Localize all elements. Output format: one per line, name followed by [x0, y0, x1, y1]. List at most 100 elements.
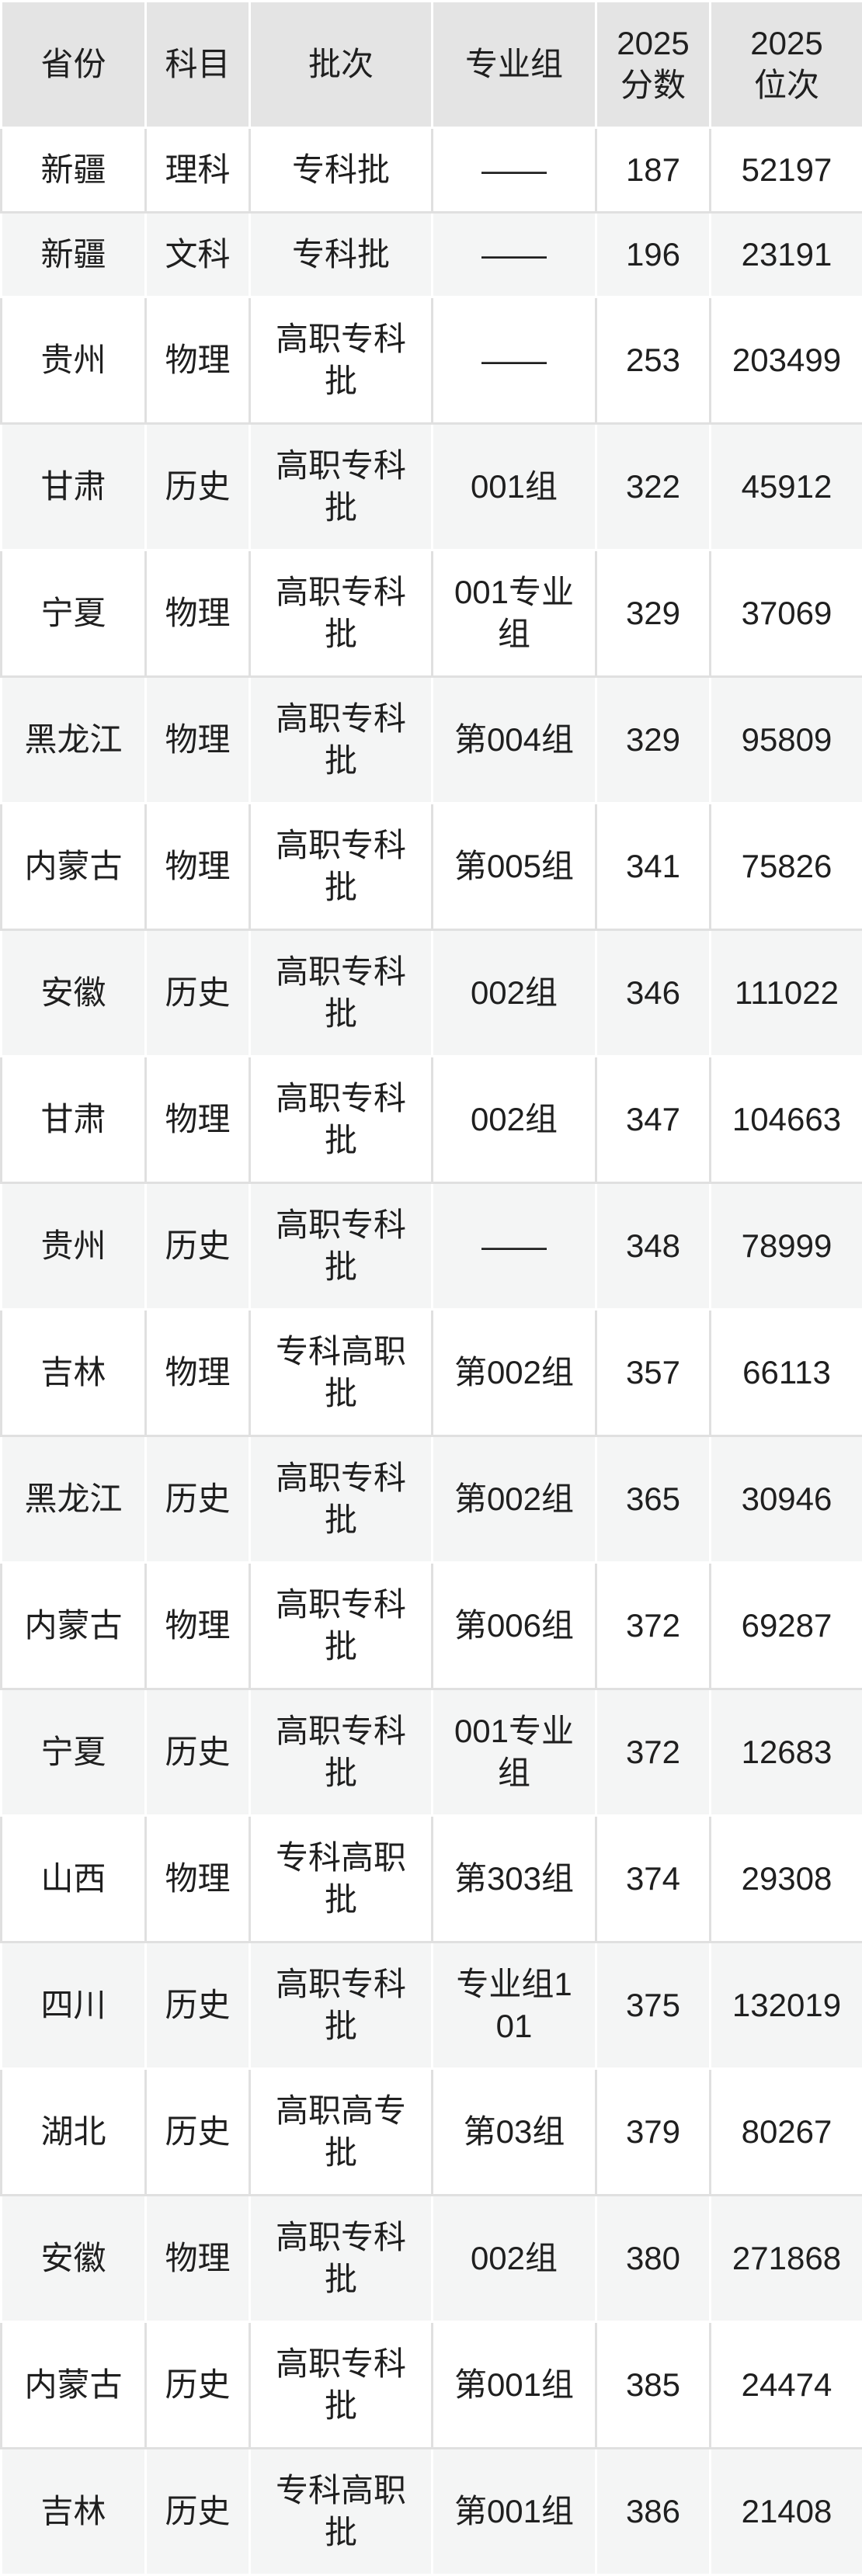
cell-score: 372 [596, 1563, 711, 1689]
cell-score: 329 [596, 550, 711, 677]
cell-rank: 271868 [711, 2196, 862, 2322]
cell-batch: 高职专科批 [250, 1436, 433, 1563]
cell-province: 宁夏 [2, 1689, 146, 1816]
cell-subject: 物理 [146, 550, 250, 677]
column-header-subject-line: 科目 [158, 43, 238, 85]
cell-province: 黑龙江 [2, 677, 146, 804]
cell-rank: 203499 [711, 297, 862, 424]
cell-province: 内蒙古 [2, 2322, 146, 2449]
cell-rank: 45912 [711, 424, 862, 550]
cell-group: —— [433, 1183, 596, 1310]
cell-province: 吉林 [2, 1310, 146, 1436]
cell-rank: 21408 [711, 2449, 862, 2575]
cell-score: 385 [596, 2322, 711, 2449]
cell-batch: 高职专科批 [250, 1057, 433, 1183]
cell-province: 吉林 [2, 2449, 146, 2575]
cell-score: 346 [596, 930, 711, 1057]
column-header-group: 专业组 [433, 2, 596, 128]
cell-score: 187 [596, 128, 711, 213]
cell-score: 380 [596, 2196, 711, 2322]
cell-subject: 历史 [146, 2322, 250, 2449]
cell-subject: 物理 [146, 677, 250, 804]
cell-subject: 历史 [146, 1183, 250, 1310]
cell-score: 372 [596, 1689, 711, 1816]
cell-subject: 物理 [146, 804, 250, 930]
column-header-subject: 科目 [146, 2, 250, 128]
cell-rank: 37069 [711, 550, 862, 677]
cell-rank: 78999 [711, 1183, 862, 1310]
cell-batch: 专科高职批 [250, 2449, 433, 2575]
cell-rank: 24474 [711, 2322, 862, 2449]
cell-score: 341 [596, 804, 711, 930]
cell-subject: 物理 [146, 1057, 250, 1183]
cell-group: 第001组 [433, 2449, 596, 2575]
column-header-province: 省份 [2, 2, 146, 128]
cell-batch: 专科高职批 [250, 1310, 433, 1436]
cell-subject: 物理 [146, 297, 250, 424]
cell-province: 内蒙古 [2, 1563, 146, 1689]
cell-score: 365 [596, 1436, 711, 1563]
cell-batch: 高职专科批 [250, 1942, 433, 2069]
cell-batch: 高职专科批 [250, 930, 433, 1057]
cell-province: 甘肃 [2, 424, 146, 550]
cell-subject: 物理 [146, 1816, 250, 1942]
cell-province: 新疆 [2, 213, 146, 297]
cell-group: 001专业组 [433, 1689, 596, 1816]
cell-subject: 历史 [146, 2449, 250, 2575]
cell-rank: 132019 [711, 1942, 862, 2069]
cell-score: 253 [596, 297, 711, 424]
cell-subject: 历史 [146, 424, 250, 550]
cell-score: 196 [596, 213, 711, 297]
cell-province: 黑龙江 [2, 1436, 146, 1563]
cell-score: 322 [596, 424, 711, 550]
column-header-rank-line: 2025 [722, 23, 851, 64]
cell-group: 第005组 [433, 804, 596, 930]
cell-province: 安徽 [2, 930, 146, 1057]
cell-batch: 专科批 [250, 213, 433, 297]
cell-subject: 历史 [146, 1436, 250, 1563]
cell-subject: 历史 [146, 930, 250, 1057]
column-header-score-line: 分数 [608, 64, 698, 106]
cell-subject: 物理 [146, 1310, 250, 1436]
cell-province: 甘肃 [2, 1057, 146, 1183]
column-header-group-line: 专业组 [444, 43, 584, 85]
cell-group: 专业组101 [433, 1942, 596, 2069]
cell-batch: 高职专科批 [250, 297, 433, 424]
cell-subject: 文科 [146, 213, 250, 297]
cell-group: 002组 [433, 1057, 596, 1183]
cell-province: 新疆 [2, 128, 146, 213]
cell-batch: 高职高专批 [250, 2069, 433, 2196]
column-header-batch: 批次 [250, 2, 433, 128]
cell-score: 375 [596, 1942, 711, 2069]
cell-rank: 75826 [711, 804, 862, 930]
cell-province: 贵州 [2, 1183, 146, 1310]
cell-province: 宁夏 [2, 550, 146, 677]
cell-province: 内蒙古 [2, 804, 146, 930]
cell-score: 379 [596, 2069, 711, 2196]
cell-subject: 历史 [146, 2069, 250, 2196]
cell-batch: 高职专科批 [250, 1689, 433, 1816]
cell-subject: 物理 [146, 2196, 250, 2322]
cell-province: 贵州 [2, 297, 146, 424]
cell-rank: 52197 [711, 128, 862, 213]
cell-score: 386 [596, 2449, 711, 2575]
cell-subject: 历史 [146, 1942, 250, 2069]
column-header-province-line: 省份 [13, 43, 134, 85]
